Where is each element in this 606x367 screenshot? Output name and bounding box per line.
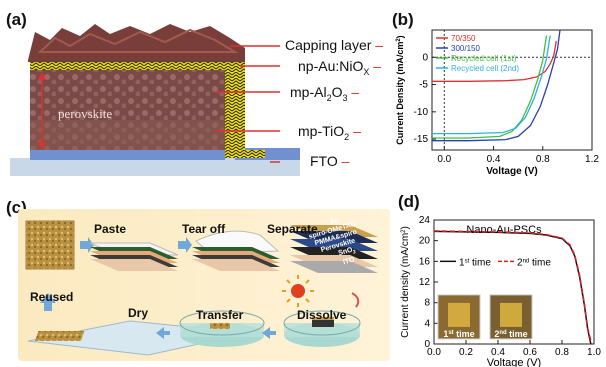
chart-d-ytick-label: 16 xyxy=(419,256,431,267)
chart-b-series-line xyxy=(432,35,548,139)
panel-a-device-schematic xyxy=(10,24,300,176)
sno2-subscript: 2 xyxy=(352,249,357,256)
step-tear-off: Tear off xyxy=(182,222,226,236)
paste-stack xyxy=(89,242,179,271)
chart-d-xtick-label: 1.0 xyxy=(587,347,601,358)
mp-tio2-text: mp-TiO xyxy=(298,123,345,139)
chart-d-ytick-label: 20 xyxy=(419,236,431,247)
chart-b-legend-label: Recycled cell (1st) xyxy=(451,54,517,63)
chart-b-legend-label: 300/150 xyxy=(451,44,480,53)
step-paste: Paste xyxy=(94,222,127,236)
label-capping-layer: Capping layer – xyxy=(285,37,384,53)
chart-d-series-line xyxy=(433,230,593,345)
panel-b-letter: (b) xyxy=(392,10,414,29)
step-separate: Separate xyxy=(267,222,318,236)
chart-d-photo-1-label: 1st time xyxy=(443,329,474,339)
chart-b-ytick-label: -10 xyxy=(414,107,429,118)
chart-d-xtick-label: 0.6 xyxy=(523,347,537,358)
chart-b-ylabel: Current Density (mA/cm2) xyxy=(395,35,405,144)
chart-d-photo-2-foil xyxy=(500,302,522,327)
capping-text: Capping layer xyxy=(285,37,372,53)
chart-b-xtick-label: 0.0 xyxy=(437,154,451,165)
chart-b-series-line xyxy=(432,40,557,82)
niox-subscript: X xyxy=(363,66,370,77)
chart-d-ylabel: Current density (mA/cm2) xyxy=(400,226,411,338)
label-mp-tio2: mp-TiO2 – xyxy=(298,123,361,142)
chart-b-series-line xyxy=(432,29,561,142)
panel-b-jv-chart: 0.0 0.4 0.8 1.20-5-10-1570/350300/150Recycl… xyxy=(395,29,599,177)
chart-b-xtick-label: 0.8 xyxy=(536,154,550,165)
chart-d-ytick-label: 0 xyxy=(424,339,430,350)
chart-d-xlabel: Voltage (V) xyxy=(487,357,541,367)
o-subscript: 3 xyxy=(342,92,348,103)
mp-al-text: mp-Al xyxy=(290,84,327,100)
chart-b-legend-label: Recycled cell (2nd) xyxy=(451,64,519,73)
label-perovskite: perovskite xyxy=(58,106,113,121)
label-fto: FTO – xyxy=(310,153,350,169)
chart-d-ytick-label: 4 xyxy=(424,318,430,329)
al-subscript: 2 xyxy=(326,92,332,103)
separate-stack xyxy=(290,225,378,273)
chart-d-photo-1-foil xyxy=(448,302,470,327)
chart-b-ytick-label: -5 xyxy=(419,80,428,91)
panel-a-letter: (a) xyxy=(6,10,27,29)
chart-b-legend-label: 70/350 xyxy=(451,34,476,43)
chart-b-frame xyxy=(431,29,593,151)
chart-d-xtick-label: 0.2 xyxy=(459,347,473,358)
chart-d-legend-label: 1st time xyxy=(459,257,491,268)
panel-c-recycling-diagram xyxy=(18,209,390,361)
step-dissolve: Dissolve xyxy=(297,308,347,322)
chart-b-xtick-label: 0.4 xyxy=(487,154,501,165)
label-mp-al2o3: mp-Al2O3 – xyxy=(290,84,360,103)
chart-d-ytick-label: 8 xyxy=(424,298,430,309)
chart-d-xtick-label: 0.0 xyxy=(427,347,441,358)
step-dry: Dry xyxy=(128,306,149,320)
chart-b-xlabel: Voltage (V) xyxy=(486,166,537,177)
al-o-text: O xyxy=(331,84,343,100)
tio2-subscript: 2 xyxy=(344,131,350,142)
label-np-au-niox: np-Au:NiOX – xyxy=(298,58,382,77)
chart-d-legend-label: 2nd time xyxy=(517,257,551,268)
chart-b-ytick-label: -15 xyxy=(414,134,429,145)
chart-d-xtick-label: 0.8 xyxy=(555,347,569,358)
step-reused: Reused xyxy=(30,290,74,304)
chart-b-xtick-label: 1.2 xyxy=(585,154,599,165)
chart-d-xtick-label: 0.4 xyxy=(491,347,505,358)
panel-d-letter: (d) xyxy=(398,192,420,211)
step-transfer: Transfer xyxy=(196,308,244,322)
chart-d-ytick-label: 12 xyxy=(419,277,431,288)
chart-d-ytick-label: 24 xyxy=(419,215,431,226)
chart-d-photo-2-label: 2nd time xyxy=(494,329,527,339)
np-au-niox-text: np-Au:NiO xyxy=(298,58,364,74)
chart-b-ytick-label: 0 xyxy=(422,52,428,63)
fto-text: FTO xyxy=(310,153,338,169)
tear-off-stack xyxy=(192,230,280,271)
chart-b-series-line xyxy=(432,35,551,135)
